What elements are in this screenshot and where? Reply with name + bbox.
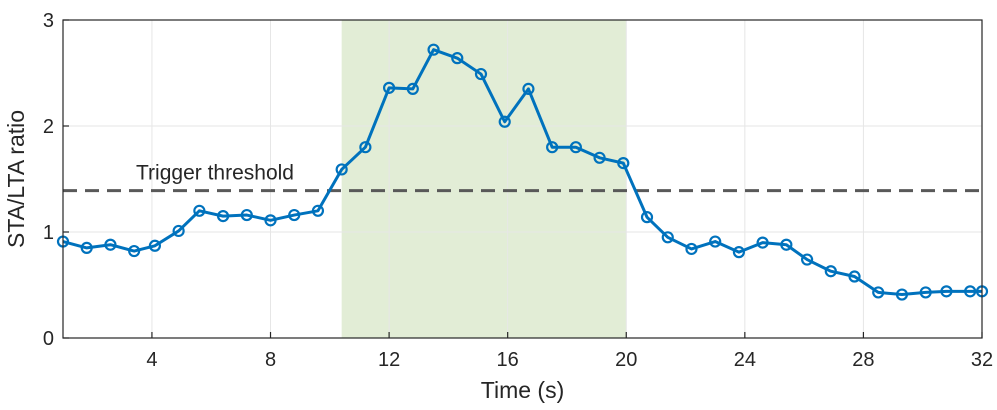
data-point-marker — [240, 208, 253, 222]
data-point-marker — [709, 235, 722, 248]
data-point-marker — [895, 288, 909, 301]
data-point-marker — [848, 270, 861, 283]
data-point-marker — [311, 204, 325, 217]
data-point-marker — [780, 238, 793, 251]
data-point-marker — [640, 211, 654, 224]
data-point-marker — [661, 231, 674, 244]
data-point-marker — [359, 141, 372, 154]
data-point-marker — [382, 81, 396, 94]
y-tick-label: 2 — [43, 116, 54, 138]
data-point-marker — [427, 43, 440, 56]
series-line — [62, 48, 982, 297]
data-point-marker — [732, 246, 746, 259]
data-point-marker — [940, 285, 953, 298]
x-tick-label: 32 — [971, 349, 993, 371]
highlight-region-layer — [341, 20, 627, 338]
data-point-marker — [104, 238, 117, 251]
data-point-marker — [964, 285, 977, 298]
data-point-marker — [406, 82, 419, 96]
x-tick-label: 12 — [378, 349, 400, 371]
data-point-marker — [288, 208, 301, 222]
y-tick-label: 0 — [43, 328, 54, 350]
y-axis-label: STA/LTA ratio — [3, 110, 29, 248]
x-tick-label: 4 — [146, 349, 157, 371]
data-point-marker — [919, 286, 932, 299]
x-tick-label: 24 — [734, 349, 756, 371]
data-point-marker — [80, 241, 93, 254]
data-point-marker — [685, 242, 698, 256]
x-tick-label: 16 — [497, 349, 519, 371]
y-tick-label: 3 — [43, 10, 54, 32]
data-point-marker — [824, 265, 837, 278]
data-point-marker — [617, 157, 630, 170]
data-point-marker — [193, 204, 206, 217]
plot-frame — [62, 19, 983, 339]
threshold-label: Trigger threshold — [136, 162, 294, 185]
data-point-marker — [569, 141, 582, 154]
data-point-marker — [800, 253, 814, 266]
data-point-marker — [546, 141, 559, 154]
data-point-marker — [216, 210, 230, 223]
series-layer — [56, 43, 989, 301]
data-point-marker — [522, 82, 535, 96]
data-point-marker — [474, 67, 488, 81]
data-point-marker — [872, 286, 885, 299]
data-point-marker — [451, 52, 464, 65]
data-point-marker — [148, 239, 161, 252]
x-tick-label: 28 — [852, 349, 874, 371]
highlight-region — [341, 20, 627, 338]
x-axis-label: Time (s) — [481, 377, 564, 403]
data-point-marker — [264, 214, 277, 227]
y-tick-label: 1 — [43, 222, 54, 244]
data-point-marker — [335, 163, 348, 176]
data-point-marker — [498, 115, 511, 128]
data-point-marker — [128, 244, 141, 258]
data-point-marker — [172, 224, 185, 238]
x-tick-label: 20 — [615, 349, 637, 371]
data-point-marker — [756, 236, 769, 249]
x-tick-label: 8 — [265, 349, 276, 371]
data-point-marker — [593, 151, 606, 164]
